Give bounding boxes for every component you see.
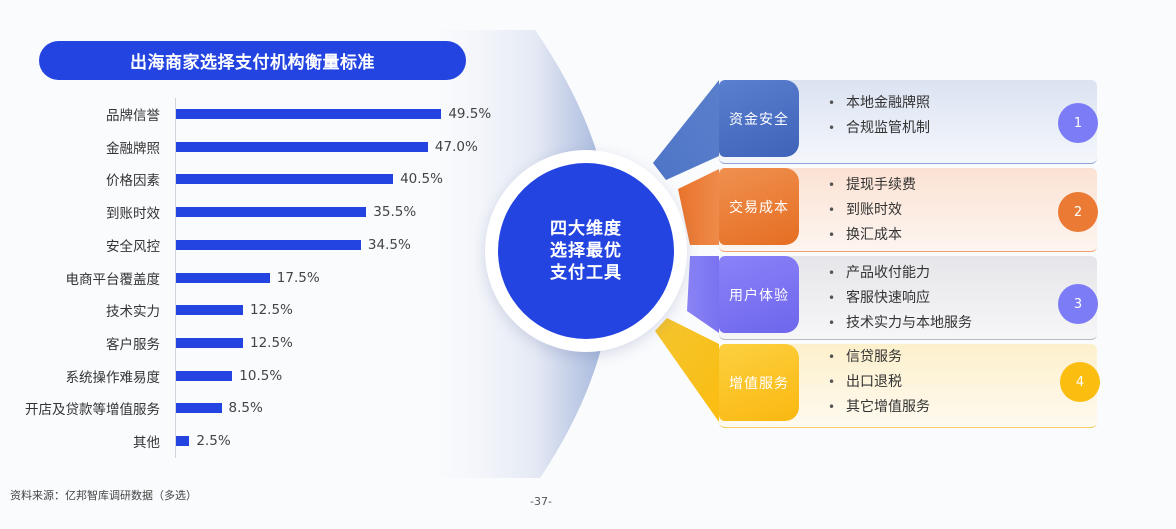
bar	[176, 207, 367, 218]
dimension-label-1: 资金安全	[719, 80, 799, 157]
dimension-item: • 合规监管机制	[828, 120, 930, 136]
bar	[176, 239, 361, 250]
dimension-label-2: 交易成本	[719, 168, 799, 245]
dimension-item: • 其它增值服务	[828, 399, 930, 415]
chart-axis	[175, 98, 176, 458]
dimension-item: • 技术实力与本地服务	[828, 315, 972, 331]
bar	[176, 436, 190, 446]
bar-category-label: 开店及贷款等增值服务	[25, 402, 160, 419]
dimension-item: • 到账时效	[828, 202, 902, 218]
bar-value-label: 2.5%	[196, 433, 231, 449]
dimension-label-4: 增值服务	[719, 344, 799, 421]
center-line-3: 支付工具	[550, 263, 622, 283]
number-badge-3: 3	[1058, 284, 1098, 324]
dimension-items-2: • 提现手续费 • 到账时效 • 换汇成本	[828, 173, 916, 248]
bar-value-label: 12.5%	[250, 302, 293, 319]
chart-title: 出海商家选择支付机构衡量标准	[39, 41, 466, 80]
dimension-items-1: • 本地金融牌照 • 合规监管机制	[828, 91, 930, 141]
center-line-2: 选择最优	[550, 241, 622, 261]
bar-category-label: 金融牌照	[106, 140, 160, 157]
bar-value-label: 12.5%	[250, 334, 293, 351]
dimension-item: • 换汇成本	[828, 227, 902, 243]
bar-category-label: 其他	[133, 435, 160, 451]
dimension-items-3: • 产品收付能力 • 客服快速响应 • 技术实力与本地服务	[828, 261, 972, 336]
bar-category-label: 电商平台覆盖度	[65, 271, 161, 288]
bar-category-label: 品牌信誉	[106, 108, 160, 124]
bar	[176, 403, 222, 414]
source-note: 资料来源：亿邦智库调研数据（多选）	[10, 489, 197, 502]
bar-category-label: 技术实力	[106, 304, 160, 321]
bar-category-label: 系统操作难易度	[65, 369, 161, 386]
dimension-item: • 产品收付能力	[828, 265, 930, 281]
bar	[176, 174, 394, 185]
bar-value-label: 8.5%	[228, 400, 263, 417]
bar-value-label: 40.5%	[400, 171, 443, 188]
number-badge-1: 1	[1058, 103, 1098, 143]
bar-value-label: 35.5%	[373, 204, 417, 221]
dimension-label-3: 用户体验	[719, 256, 799, 333]
bar-category-label: 客户服务	[106, 336, 160, 353]
center-line-1: 四大维度	[550, 219, 622, 239]
bar	[176, 141, 428, 152]
bar-value-label: 34.5%	[367, 236, 411, 253]
number-badge-4: 4	[1060, 362, 1100, 402]
bar-value-label: 17.5%	[276, 269, 320, 286]
connector-wedges	[653, 80, 719, 422]
dimension-item: • 提现手续费	[828, 177, 916, 193]
bar-value-label: 47.0%	[434, 138, 478, 155]
page-number: -37-	[530, 495, 552, 508]
dimension-item: • 客服快速响应	[828, 290, 930, 306]
bar-category-label: 到账时效	[106, 206, 160, 223]
dimension-items-4: • 信贷服务 • 出口退税 • 其它增值服务	[828, 345, 930, 420]
dimension-item: • 信贷服务	[828, 349, 902, 365]
bar	[176, 337, 243, 348]
number-badge-2: 2	[1058, 192, 1098, 232]
bar	[176, 305, 243, 316]
bar	[176, 370, 233, 381]
bar-value-label: 10.5%	[239, 367, 283, 384]
center-circle: 四大维度 选择最优 支付工具	[498, 163, 674, 339]
dimension-item: • 出口退税	[828, 374, 902, 390]
dimension-item: • 本地金融牌照	[828, 95, 930, 111]
bar-category-label: 价格因素	[106, 173, 160, 190]
bar-value-label: 49.5%	[448, 106, 492, 122]
bar	[176, 272, 270, 283]
bar	[176, 109, 442, 119]
bar-category-label: 安全风控	[106, 238, 160, 255]
